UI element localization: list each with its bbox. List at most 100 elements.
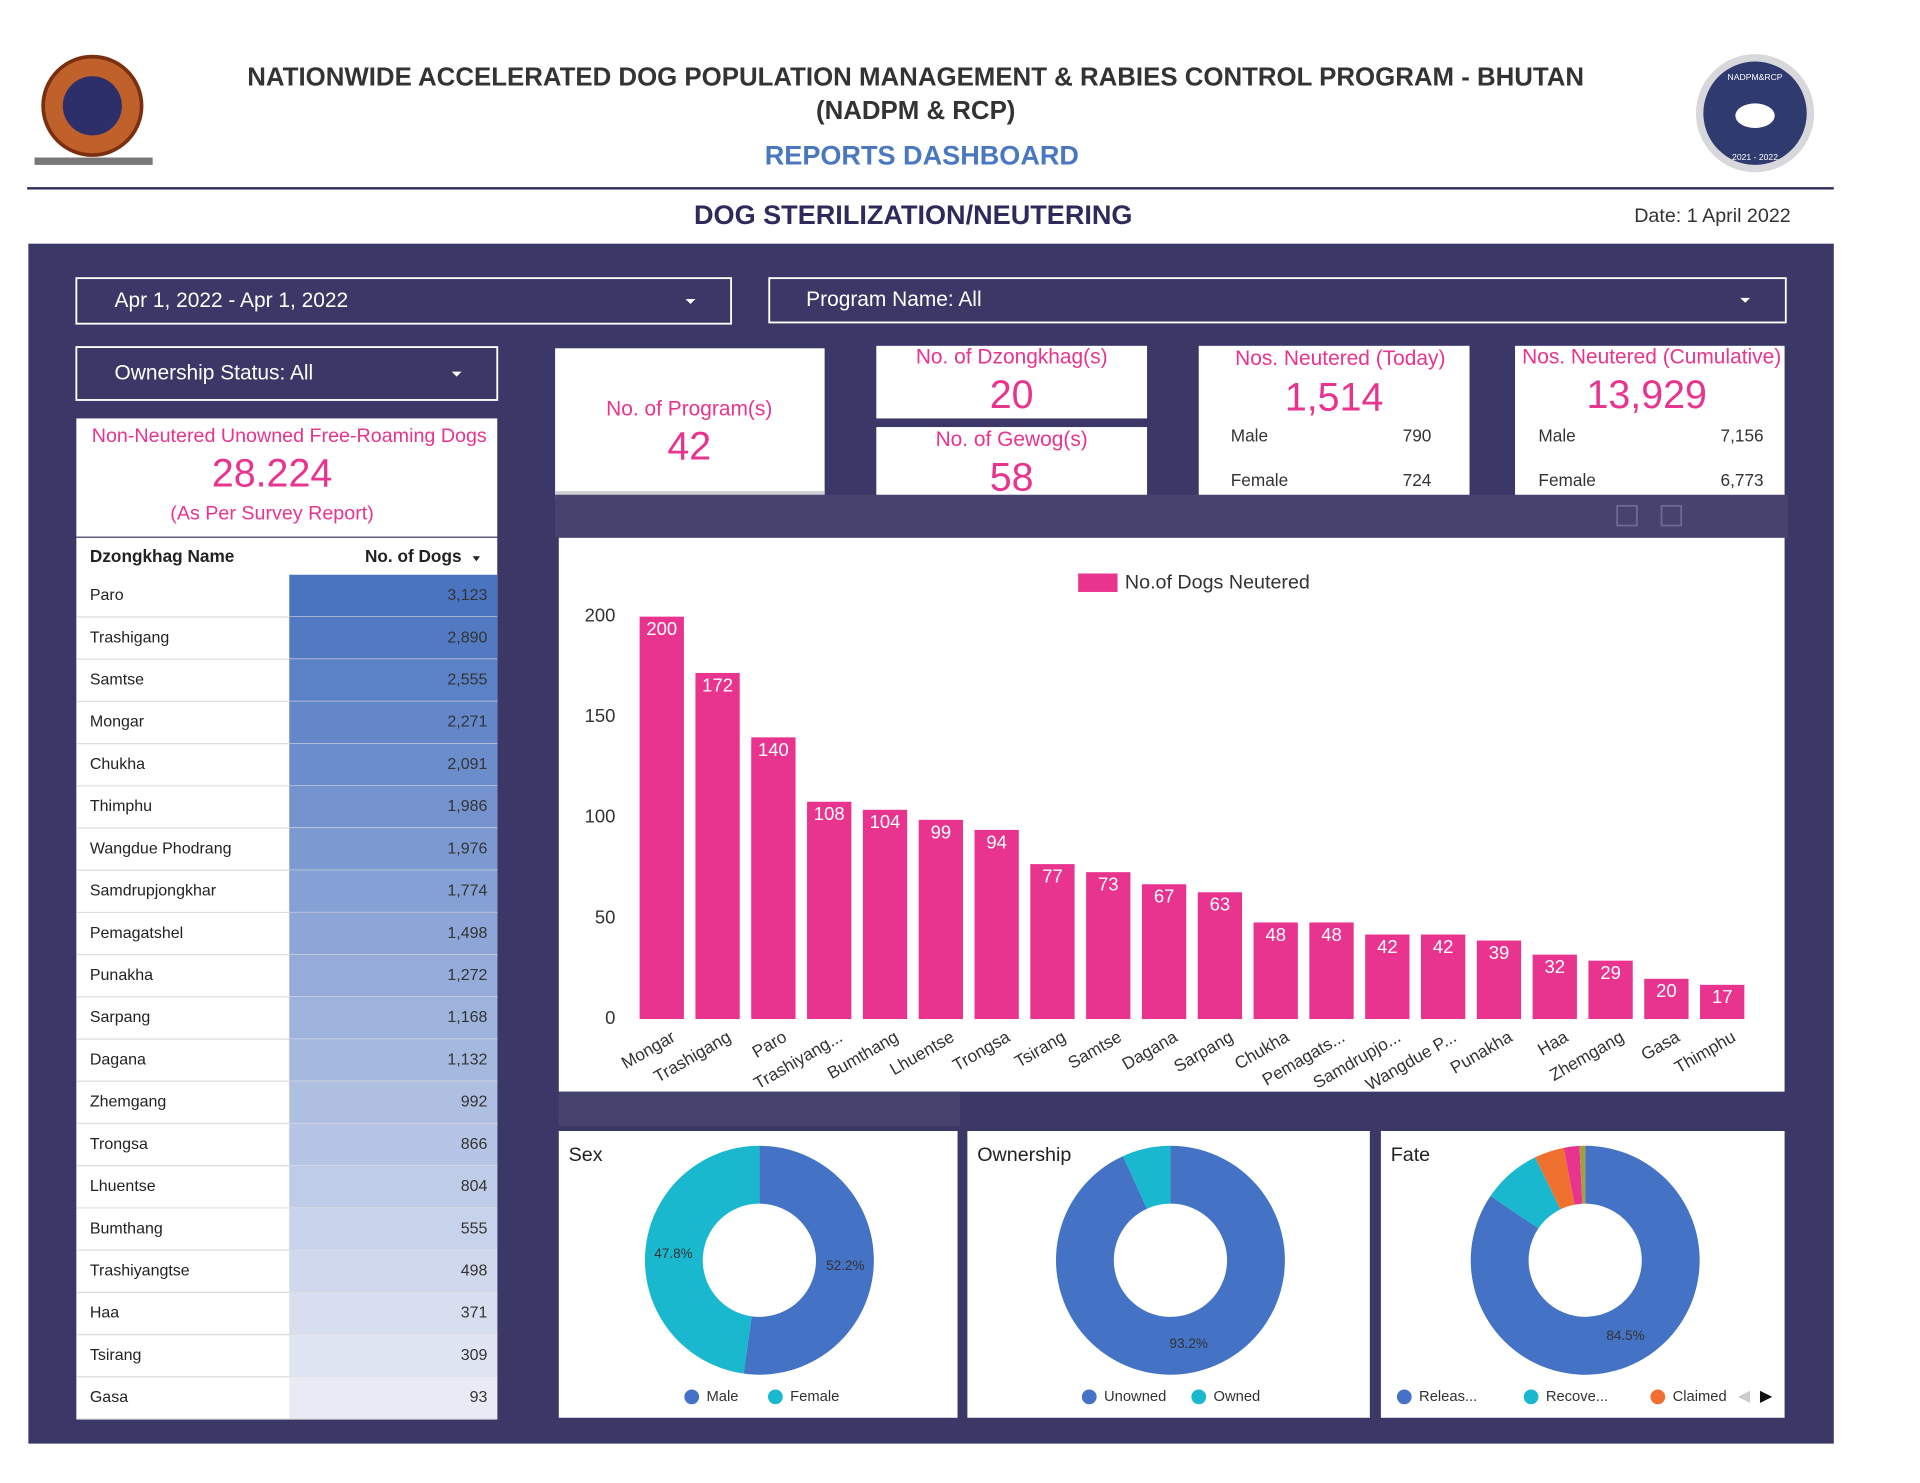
data-label: 32 bbox=[1545, 956, 1566, 977]
column-header: Dzongkhag Name bbox=[90, 546, 234, 566]
section-title: DOG STERILIZATION/NEUTERING bbox=[694, 199, 1133, 230]
cell: 1,132 bbox=[447, 1051, 487, 1068]
data-label: 42 bbox=[1433, 936, 1454, 957]
kpi-sub-label: Female bbox=[1231, 470, 1288, 490]
kpi-card bbox=[1198, 345, 1470, 499]
cell: 498 bbox=[461, 1262, 488, 1279]
donut-slice bbox=[1579, 1145, 1586, 1204]
cell: Trashigang bbox=[90, 629, 169, 646]
kpi-label: No. of Dzongkhag(s) bbox=[916, 346, 1108, 369]
bar bbox=[1532, 954, 1577, 1020]
ownership-filter-label: Ownership Status: All bbox=[115, 362, 314, 385]
donut-slice bbox=[1123, 1145, 1171, 1209]
cell: Mongar bbox=[90, 714, 145, 731]
data-label: 48 bbox=[1265, 924, 1286, 945]
heat-cell bbox=[289, 785, 498, 829]
legend-label: Releas... bbox=[1419, 1389, 1477, 1405]
kpi-value: 42 bbox=[667, 425, 711, 469]
cell: Zhemgang bbox=[90, 1094, 166, 1111]
bar bbox=[695, 672, 740, 1020]
page-next[interactable] bbox=[1759, 1390, 1773, 1404]
cell: Gasa bbox=[90, 1389, 128, 1406]
donut-slice bbox=[1055, 1145, 1285, 1375]
heat-cell bbox=[289, 1250, 498, 1293]
date-filter[interactable] bbox=[75, 277, 733, 325]
kpi-card bbox=[876, 427, 1148, 501]
cell: Paro bbox=[90, 587, 124, 604]
emblem-center bbox=[62, 76, 122, 136]
cell: 1,168 bbox=[447, 1009, 487, 1026]
legend-dot bbox=[1396, 1389, 1412, 1405]
heat-cell bbox=[289, 1334, 498, 1377]
cell: Samtse bbox=[90, 671, 144, 688]
data-label: 104 bbox=[870, 811, 901, 832]
data-label: 200 bbox=[646, 618, 677, 639]
survey-title: Non-Neutered Unowned Free-Roaming Dogs bbox=[92, 425, 487, 447]
legend-dot bbox=[768, 1389, 783, 1405]
cell: Wangdue Phodrang bbox=[90, 840, 232, 857]
date-filter-label: Apr 1, 2022 - Apr 1, 2022 bbox=[115, 289, 349, 312]
page-prev[interactable] bbox=[1737, 1390, 1751, 1404]
bar bbox=[1309, 922, 1354, 1020]
data-label: 48 bbox=[1321, 924, 1342, 945]
data-label: 67 bbox=[1154, 886, 1175, 907]
kpi-sub-label: Male bbox=[1231, 425, 1268, 445]
data-label: 17 bbox=[1712, 986, 1733, 1007]
bar bbox=[918, 819, 963, 1020]
dropdown-arrow bbox=[1740, 297, 1751, 303]
donut-title: Fate bbox=[1391, 1144, 1430, 1166]
legend-label: Recove... bbox=[1546, 1389, 1608, 1405]
heat-cell bbox=[289, 1292, 498, 1335]
heat-cell bbox=[289, 1081, 498, 1124]
heat-cell bbox=[289, 1123, 498, 1166]
column-header[interactable]: No. of Dogs bbox=[365, 546, 462, 566]
cell: 992 bbox=[461, 1094, 488, 1111]
badge-year: 2021 - 2022 bbox=[1732, 152, 1778, 162]
bar bbox=[974, 829, 1019, 1020]
ownership-filter[interactable] bbox=[75, 346, 499, 401]
bar bbox=[862, 809, 908, 1020]
kpi-sub-value: 6,773 bbox=[1721, 470, 1764, 490]
bar bbox=[1253, 922, 1298, 1020]
legend-label: Male bbox=[706, 1389, 738, 1405]
data-label: 73 bbox=[1098, 874, 1119, 895]
y-tick-label: 100 bbox=[585, 806, 616, 827]
cell: 1,774 bbox=[447, 883, 487, 900]
kpi-sub-label: Female bbox=[1538, 470, 1595, 490]
bar bbox=[1197, 892, 1243, 1020]
donut-slice bbox=[1535, 1147, 1575, 1210]
program-filter-label: Program Name: All bbox=[806, 288, 981, 311]
cell: Trashiyangtse bbox=[90, 1262, 190, 1279]
cell: 1,986 bbox=[447, 798, 487, 815]
legend-label: Claimed bbox=[1673, 1389, 1727, 1405]
cell: 93 bbox=[470, 1389, 488, 1406]
cell: Chukha bbox=[90, 756, 145, 773]
data-label: 77 bbox=[1042, 866, 1063, 887]
emblem-script bbox=[34, 157, 153, 165]
data-label: 63 bbox=[1210, 894, 1231, 915]
cell: 1,498 bbox=[447, 925, 487, 942]
program-filter[interactable] bbox=[768, 277, 1787, 324]
cell: Dagana bbox=[90, 1051, 146, 1068]
toolbar-icon[interactable] bbox=[1660, 504, 1683, 527]
donut-slice bbox=[1470, 1145, 1700, 1375]
slice-label: 52.2% bbox=[826, 1258, 864, 1273]
sort-arrow bbox=[472, 556, 481, 562]
slice-label: 93.2% bbox=[1170, 1336, 1208, 1351]
toolbar-icon[interactable] bbox=[1616, 504, 1638, 527]
bar bbox=[1700, 984, 1745, 1020]
chart-toolbar bbox=[555, 494, 1789, 538]
date: Date: 1 April 2022 bbox=[1634, 205, 1791, 227]
legend-dot bbox=[1191, 1389, 1207, 1405]
data-label: 39 bbox=[1489, 942, 1510, 963]
bar bbox=[1030, 864, 1075, 1020]
cell: 2,091 bbox=[447, 756, 487, 773]
cell: Haa bbox=[90, 1305, 119, 1322]
legend-label: No.of Dogs Neutered bbox=[1125, 572, 1310, 594]
bar bbox=[1644, 978, 1689, 1020]
dropdown-arrow bbox=[685, 299, 696, 304]
cell: Samdrupjongkhar bbox=[90, 883, 217, 900]
bar bbox=[1588, 960, 1633, 1020]
